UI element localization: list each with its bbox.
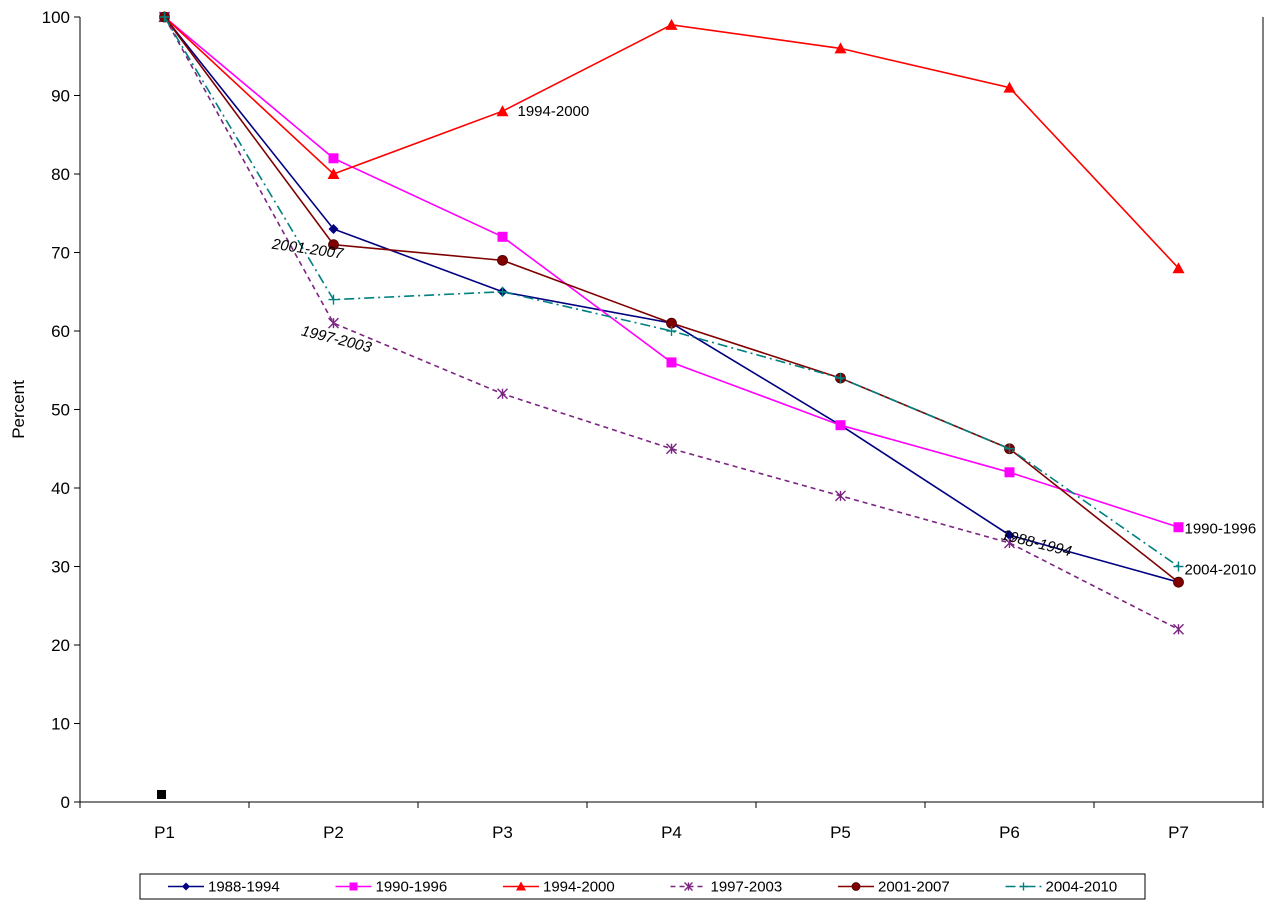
y-tick-label: 20 (51, 636, 70, 655)
series-line (163, 16, 1179, 568)
x-tick-label: P5 (830, 823, 851, 842)
triangle-marker (834, 42, 847, 54)
series-2004-2010 (159, 12, 1184, 572)
x-tick-label: P6 (999, 823, 1020, 842)
legend-label: 2004-2010 (1046, 879, 1118, 896)
legend-label: 2001-2007 (878, 879, 950, 896)
y-tick-label: 90 (51, 87, 70, 106)
diamond-marker (182, 882, 190, 891)
square-marker (666, 357, 677, 368)
y-tick-label: 70 (51, 244, 70, 263)
series-1988-1994 (159, 12, 1184, 588)
y-tick-label: 100 (42, 8, 70, 27)
series-2001-2007 (159, 11, 1184, 588)
triangle-marker (1172, 262, 1185, 274)
triangle-marker (496, 105, 509, 117)
y-tick-label: 60 (51, 322, 70, 341)
y-tick-label: 40 (51, 479, 70, 498)
plus-marker (497, 286, 508, 297)
legend-item-2001-2007: 2001-2007 (838, 879, 950, 896)
annotation-label: 1997-2003 (300, 323, 374, 357)
star-marker (328, 317, 339, 329)
plus-marker (328, 294, 339, 305)
x-tick-label: P1 (154, 823, 175, 842)
star-marker (684, 882, 693, 891)
x-tick-label: P7 (1168, 823, 1189, 842)
plus-marker (1019, 882, 1028, 891)
y-axis-title: Percent (9, 380, 28, 439)
legend-item-2004-2010: 2004-2010 (1005, 879, 1118, 896)
x-tick-label: P2 (323, 823, 344, 842)
legend-label: 1990-1996 (376, 879, 448, 896)
diamond-marker (1004, 530, 1015, 541)
diamond-marker (328, 223, 339, 234)
series-line (163, 16, 1179, 583)
square-marker (497, 231, 508, 242)
y-tick-label: 30 (51, 558, 70, 577)
annotation-label: 1990-1996 (1185, 520, 1257, 537)
series-1994-2000 (158, 11, 1185, 274)
triangle-marker (665, 18, 678, 30)
series-layer (158, 11, 1185, 635)
x-tick-label: P3 (492, 823, 513, 842)
star-marker (497, 388, 508, 400)
square-marker (1173, 522, 1184, 533)
axes: 0 10 20 30 40 50 60 70 80 90 100 Percent P1 P2 P3 P4 P5 P… (9, 8, 1264, 842)
plus-marker (1173, 561, 1184, 572)
triangle-marker (1003, 81, 1016, 93)
annotation-label: 2004-2010 (1185, 562, 1257, 579)
star-marker (835, 490, 846, 502)
star-marker (1173, 623, 1184, 635)
legend-item-1997-2003: 1997-2003 (670, 879, 783, 896)
legend: 1988-1994 1990-1996 1994-2000 1997-2003 2001… (139, 873, 1146, 900)
annotation-label: 1988-1994 (1000, 526, 1074, 560)
circle-marker (851, 882, 861, 891)
circle-marker (497, 254, 508, 266)
stray-square-marker (157, 790, 166, 799)
square-marker (1004, 467, 1015, 478)
square-marker (349, 882, 358, 891)
series-line (163, 16, 1179, 583)
star-marker (1004, 537, 1015, 549)
series-1990-1996 (159, 12, 1184, 533)
x-tick-label: P4 (661, 823, 682, 842)
legend-box (139, 873, 1146, 900)
circle-marker (1173, 576, 1184, 588)
annotation-label: 1994-2000 (518, 103, 590, 120)
square-marker (835, 420, 846, 431)
y-tick-label: 10 (51, 715, 70, 734)
triangle-marker (516, 881, 526, 891)
legend-item-1988-1994: 1988-1994 (168, 879, 280, 896)
y-tick-label: 50 (51, 401, 70, 420)
legend-label: 1997-2003 (711, 879, 783, 896)
legend-label: 1994-2000 (543, 879, 615, 896)
legend-item-1990-1996: 1990-1996 (335, 879, 448, 896)
plus-marker (835, 373, 846, 384)
plus-marker (666, 326, 677, 336)
star-marker (666, 443, 677, 455)
legend-item-1994-2000: 1994-2000 (503, 879, 615, 896)
triangle-marker (327, 168, 340, 179)
square-marker (328, 153, 339, 164)
circle-marker (328, 239, 339, 251)
plus-marker (159, 12, 170, 22)
legend-label: 1988-1994 (208, 879, 280, 896)
y-tick-label: 80 (51, 165, 70, 184)
y-tick-label: 0 (61, 793, 70, 812)
series-line (163, 16, 1180, 269)
plus-marker (1004, 443, 1015, 454)
